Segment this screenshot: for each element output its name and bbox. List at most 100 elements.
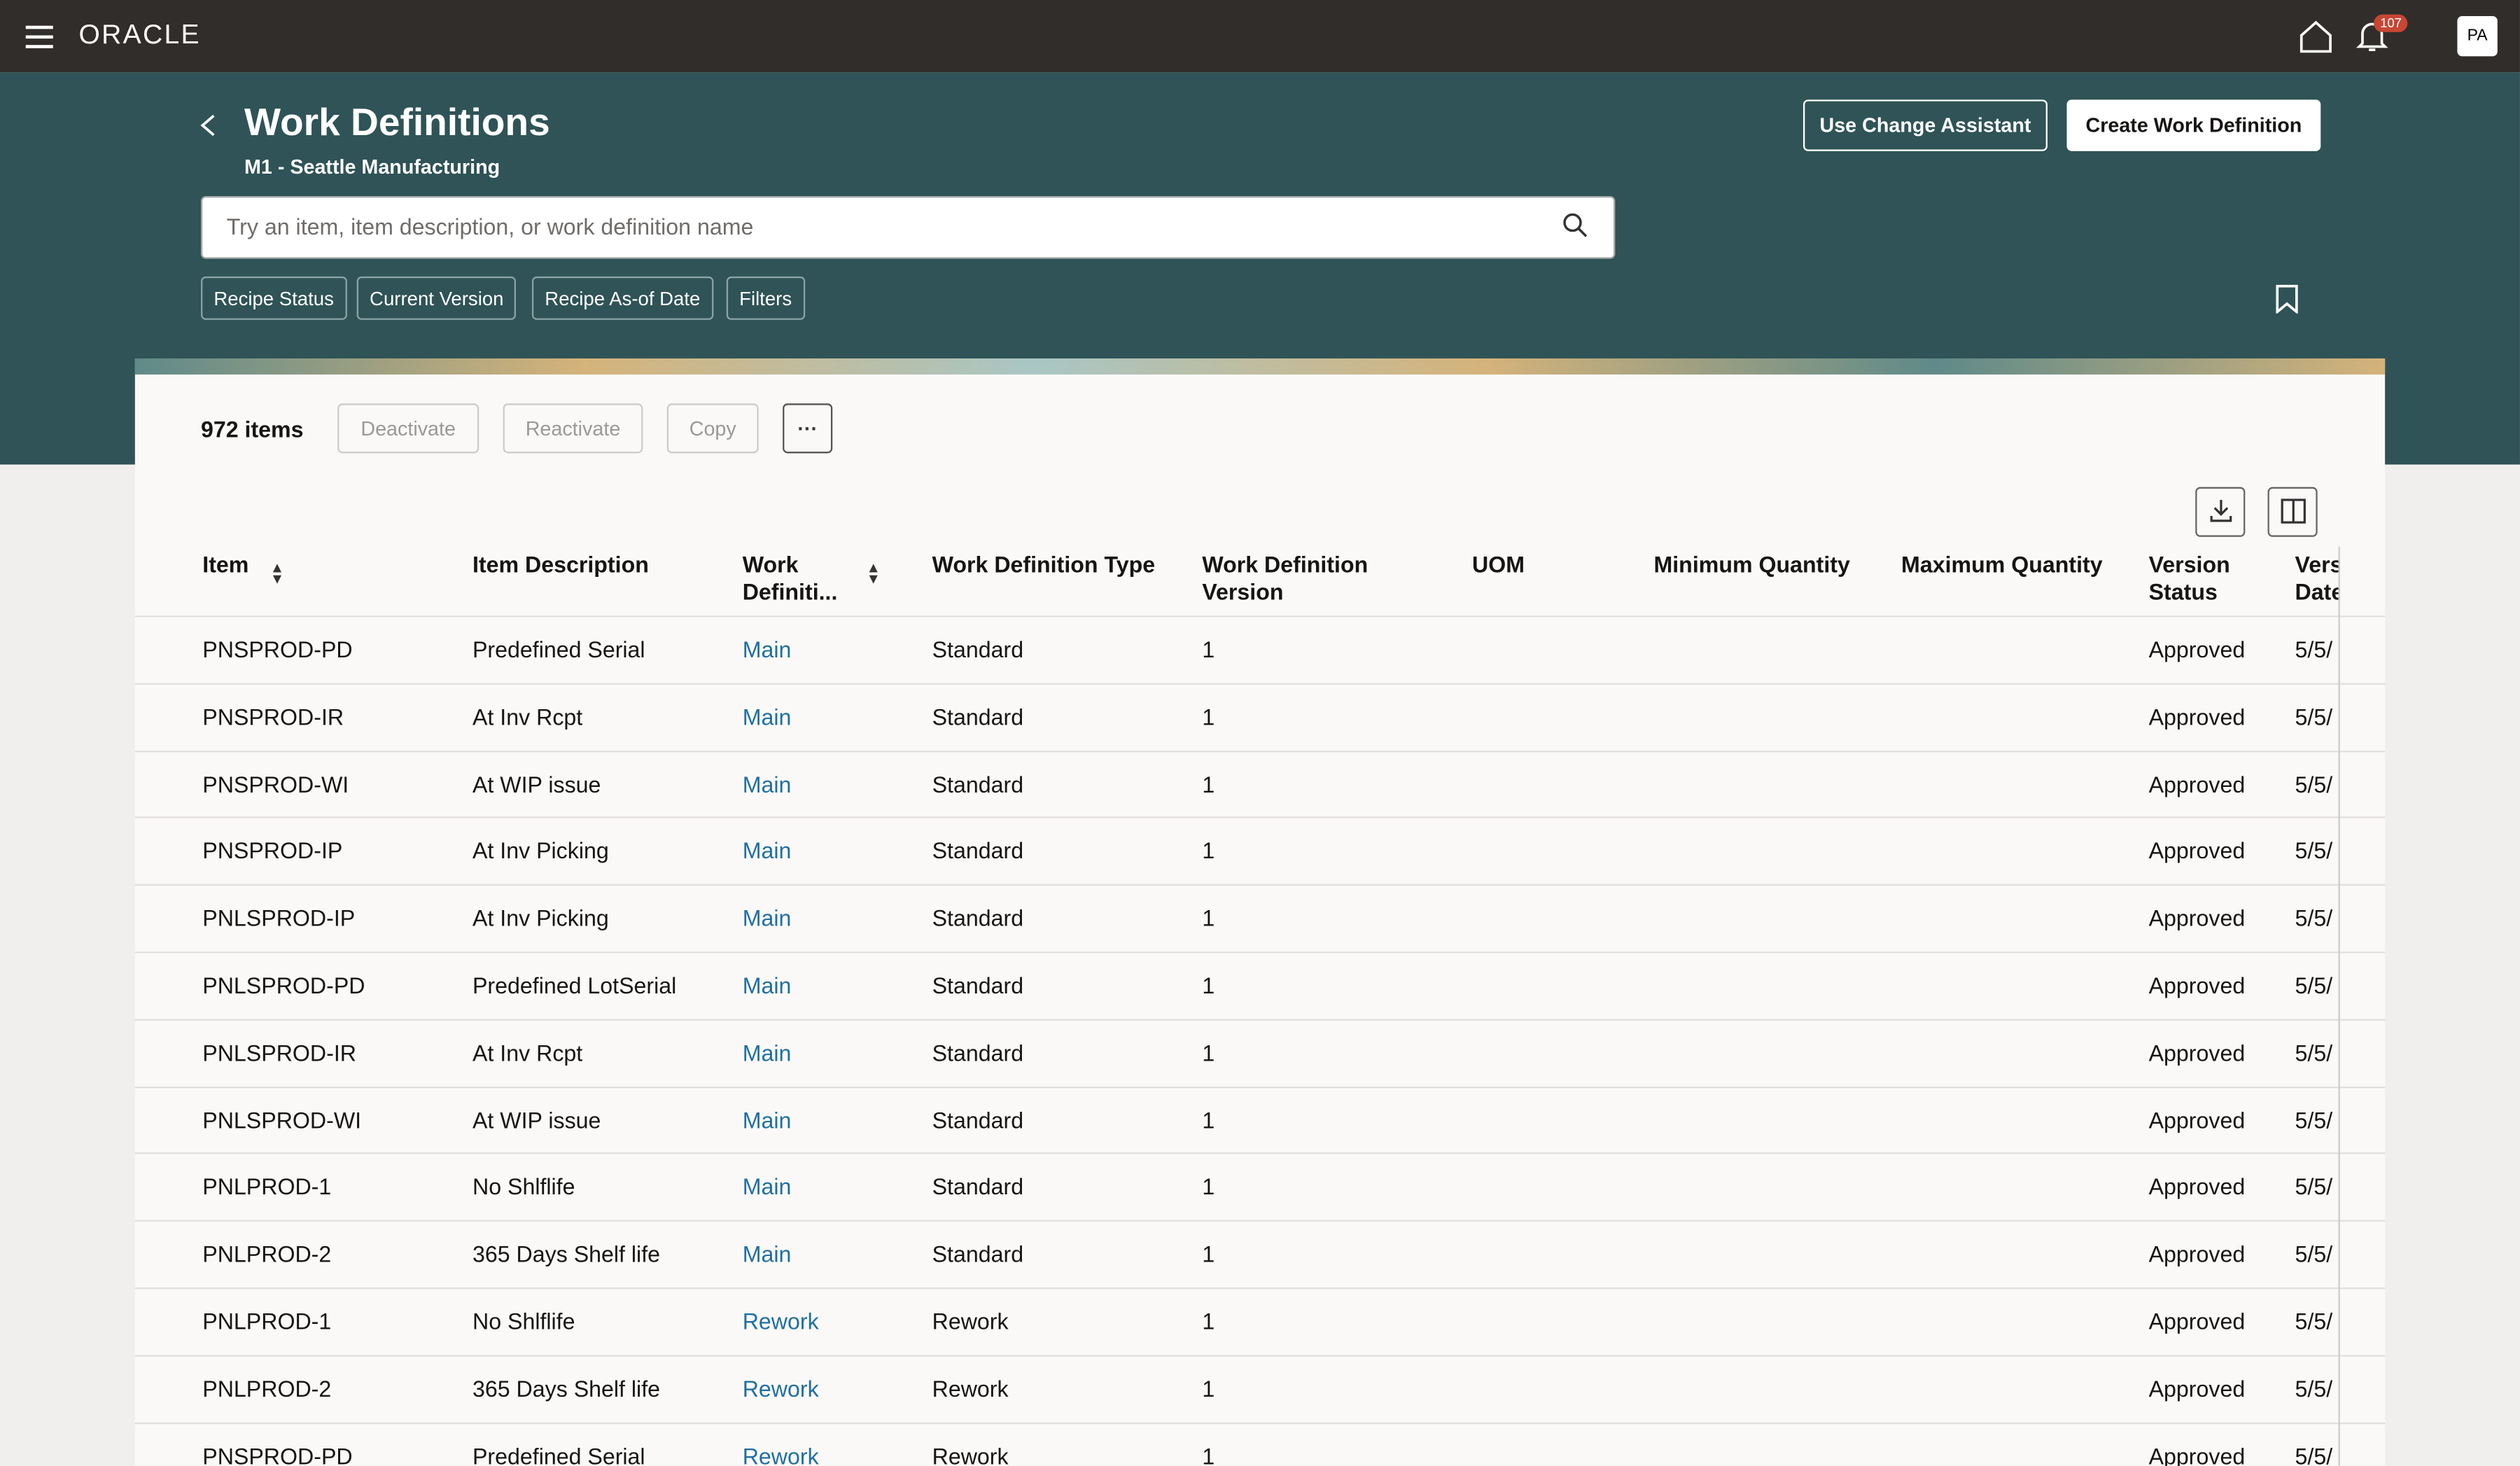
- home-icon[interactable]: [2298, 20, 2334, 55]
- cell: Approved: [2149, 704, 2286, 729]
- item-count: 972 items: [201, 417, 304, 442]
- decor-strip: [135, 358, 2385, 375]
- search-icon[interactable]: [1562, 212, 1588, 238]
- button[interactable]: Use Change Assistant: [1803, 99, 2047, 151]
- link[interactable]: Main: [743, 1174, 872, 1200]
- cell: Standard: [932, 972, 1189, 998]
- cell: At Inv Picking: [472, 905, 729, 931]
- cell: 1: [1202, 1308, 1443, 1334]
- column-header: UOM: [1472, 551, 1633, 578]
- cell: Standard: [932, 1107, 1189, 1133]
- cell: 1: [1202, 1241, 1443, 1267]
- cell: PNLSPROD-PD: [202, 972, 459, 998]
- cell: PNSPROD-IP: [202, 838, 459, 864]
- cell: 5/5/: [2295, 1443, 2340, 1466]
- cell: PNLSPROD-IP: [202, 905, 459, 931]
- column-header: Item Description: [472, 551, 729, 578]
- link[interactable]: Rework: [743, 1443, 872, 1466]
- row-divider: [135, 1287, 2385, 1289]
- notification-badge: 107: [2374, 15, 2408, 32]
- cell: 5/5/: [2295, 1174, 2340, 1200]
- link[interactable]: Main: [743, 972, 872, 998]
- more-button[interactable]: ···: [783, 403, 832, 453]
- cell: Predefined Serial: [472, 1443, 729, 1466]
- logo: ORACLE: [78, 20, 200, 52]
- cell: Standard: [932, 1241, 1189, 1267]
- menu-icon[interactable]: [24, 22, 56, 51]
- sort-icon[interactable]: ▲▼: [270, 563, 284, 585]
- cell: At WIP issue: [472, 1107, 729, 1133]
- cell: 1: [1202, 1443, 1443, 1466]
- bookmark-icon[interactable]: [2276, 284, 2298, 313]
- cell: Approved: [2149, 1376, 2286, 1402]
- cell: PNLPROD-1: [202, 1174, 459, 1200]
- cell: 1: [1202, 905, 1443, 931]
- top-bar: [0, 0, 2520, 72]
- link[interactable]: Rework: [743, 1308, 872, 1334]
- link[interactable]: Main: [743, 1107, 872, 1133]
- action-button[interactable]: Copy: [667, 403, 759, 453]
- action-button[interactable]: Deactivate: [337, 403, 479, 453]
- cell: Standard: [932, 771, 1189, 797]
- cell: At Inv Rcpt: [472, 1040, 729, 1066]
- columns-icon: [2281, 498, 2306, 524]
- row-divider: [135, 750, 2385, 751]
- subtitle: M1 - Seattle Manufacturing: [244, 156, 500, 179]
- filter-chip[interactable]: Current Version: [357, 277, 517, 320]
- link[interactable]: Main: [743, 636, 872, 662]
- cell: 1: [1202, 636, 1443, 662]
- cell: Approved: [2149, 1174, 2286, 1200]
- cell: 5/5/: [2295, 1107, 2340, 1133]
- cell: Approved: [2149, 972, 2286, 998]
- cell: 5/5/: [2295, 1376, 2340, 1402]
- cell: Standard: [932, 905, 1189, 931]
- filter-chip[interactable]: Filters: [727, 277, 805, 320]
- link[interactable]: Main: [743, 838, 872, 864]
- filter-chip[interactable]: Recipe Status: [201, 277, 346, 320]
- cell: Standard: [932, 636, 1189, 662]
- button[interactable]: Create Work Definition: [2067, 99, 2321, 151]
- header-divider: [135, 615, 2385, 617]
- cell: Rework: [932, 1308, 1189, 1334]
- link[interactable]: Main: [743, 1241, 872, 1267]
- cell: Standard: [932, 1174, 1189, 1200]
- cell: Approved: [2149, 905, 2286, 931]
- cell: No Shlflife: [472, 1174, 729, 1200]
- cell: 5/5/: [2295, 838, 2340, 864]
- cell: 365 Days Shelf life: [472, 1376, 729, 1402]
- link[interactable]: Main: [743, 905, 872, 931]
- cell: 5/5/: [2295, 1241, 2340, 1267]
- column-header: Version Date: [2295, 551, 2340, 606]
- cell: Approved: [2149, 771, 2286, 797]
- row-divider: [135, 683, 2385, 684]
- search-placeholder: Try an item, item description, or work d…: [227, 214, 754, 239]
- filter-chip[interactable]: Recipe As-of Date: [532, 277, 713, 320]
- action-button[interactable]: Reactivate: [503, 403, 643, 453]
- sort-icon[interactable]: ▲▼: [866, 563, 880, 585]
- cell: Approved: [2149, 1241, 2286, 1267]
- cell: 5/5/: [2295, 972, 2340, 998]
- cell: Standard: [932, 1040, 1189, 1066]
- row-divider: [135, 1220, 2385, 1222]
- cell: At Inv Rcpt: [472, 704, 729, 729]
- cell: PNLSPROD-IR: [202, 1040, 459, 1066]
- column-header: Version Status: [2149, 551, 2286, 606]
- avatar[interactable]: PA: [2457, 16, 2497, 56]
- link[interactable]: Main: [743, 771, 872, 797]
- cell: 1: [1202, 771, 1443, 797]
- column-header: Work Definiti...: [743, 551, 846, 606]
- link[interactable]: Main: [743, 1040, 872, 1066]
- column-header: Item: [202, 551, 459, 578]
- cell: Approved: [2149, 1308, 2286, 1334]
- back-icon[interactable]: [197, 113, 217, 139]
- column-header: Work Definition Version: [1202, 551, 1443, 606]
- link[interactable]: Rework: [743, 1376, 872, 1402]
- download-icon: [2208, 498, 2234, 524]
- cell: Approved: [2149, 1107, 2286, 1133]
- cell: 5/5/: [2295, 905, 2340, 931]
- cell: 1: [1202, 1174, 1443, 1200]
- cell: Predefined Serial: [472, 636, 729, 662]
- link[interactable]: Main: [743, 704, 872, 729]
- cell: 1: [1202, 1376, 1443, 1402]
- cell: 365 Days Shelf life: [472, 1241, 729, 1267]
